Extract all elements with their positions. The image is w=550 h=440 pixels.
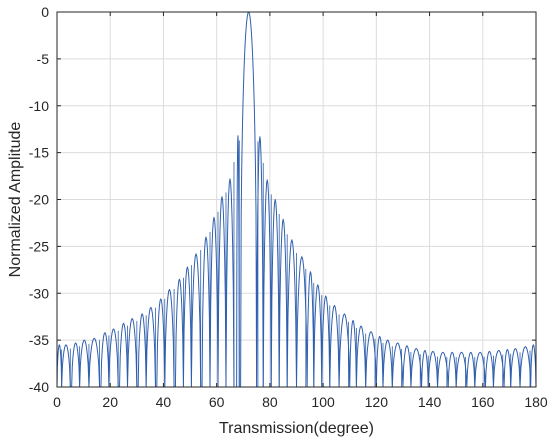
y-tick-label: -35 [29, 332, 49, 348]
y-tick-label: -20 [29, 192, 49, 208]
x-tick-label: 40 [156, 394, 172, 410]
x-tick-label: 20 [102, 394, 118, 410]
x-tick-label: 80 [262, 394, 278, 410]
x-tick-label: 120 [365, 394, 389, 410]
y-tick-label: -25 [29, 238, 49, 254]
y-tick-label: 0 [41, 4, 49, 20]
series-lines [56, 11, 537, 388]
x-tick-label: 160 [471, 394, 495, 410]
y-tick-label: -10 [29, 98, 49, 114]
y-tick-label: -40 [29, 379, 49, 395]
y-axis-title: Normalized Amplitude [7, 122, 24, 278]
x-axis-title: Transmission(degree) [219, 420, 374, 437]
x-tick-label: 100 [311, 394, 335, 410]
y-tick-label: -15 [29, 145, 49, 161]
x-tick-label: 140 [418, 394, 442, 410]
y-tick-label: -5 [37, 51, 50, 67]
x-tick-label: 60 [209, 394, 225, 410]
x-tick-label: 0 [53, 394, 61, 410]
y-tick-label: -30 [29, 285, 49, 301]
axis-ticks: 0 20 40 60 80 100 120 140 160 180 0 -5 -10 -15 -20 -25 -… [29, 4, 548, 410]
x-tick-label: 180 [524, 394, 548, 410]
